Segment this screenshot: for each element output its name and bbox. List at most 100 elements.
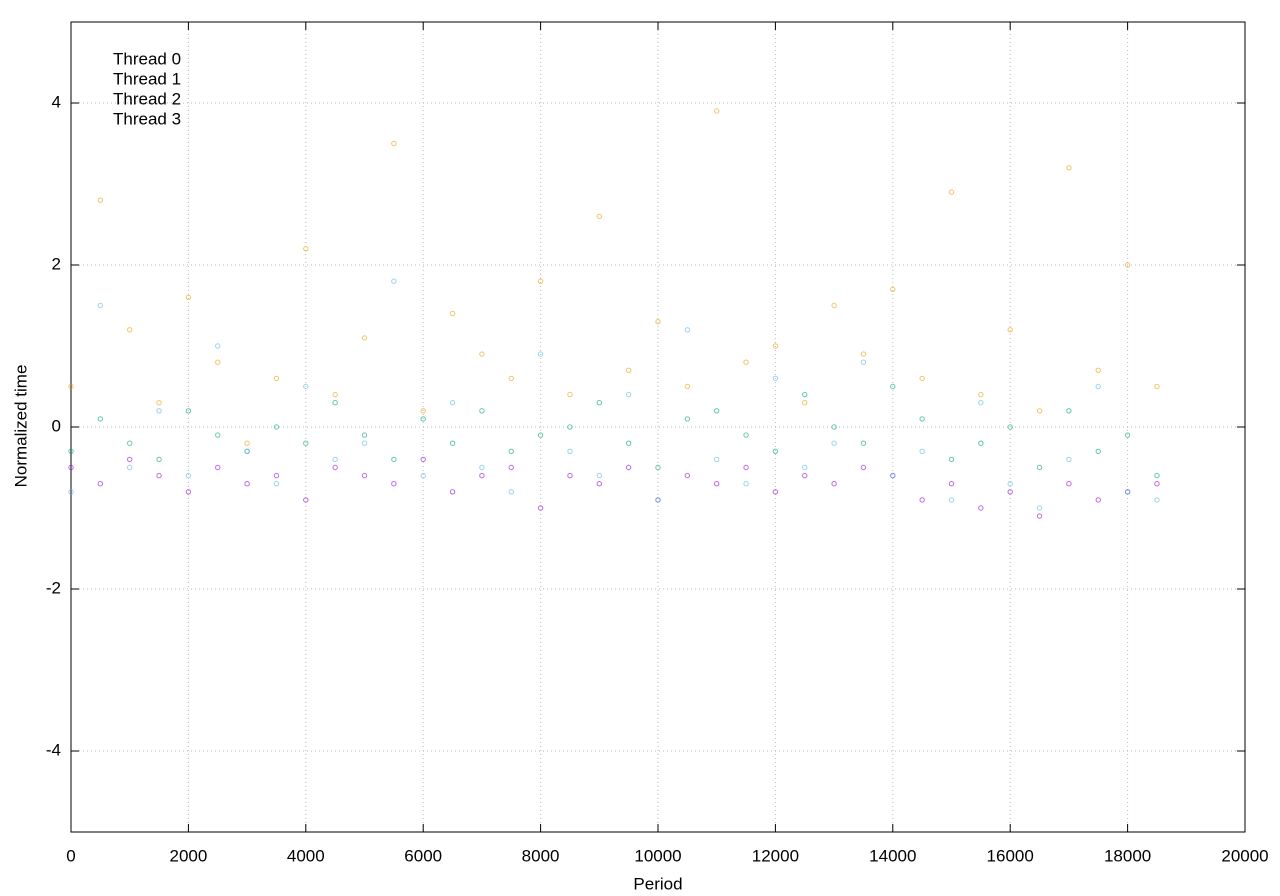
point [772,343,779,349]
point [978,400,984,406]
point [215,343,221,349]
point [978,391,984,398]
point [420,472,426,479]
point [919,375,925,382]
point [68,383,74,390]
point [625,367,632,373]
point [743,359,749,365]
point [948,189,955,195]
point [831,481,837,487]
point [714,408,720,414]
point [890,286,896,292]
point [625,391,632,398]
legend-label: Thread 2 [113,89,181,108]
legend-label: Thread 0 [113,49,181,68]
y-tick-label: 0 [52,416,61,435]
point [860,440,867,446]
point [860,359,867,365]
point [391,278,397,284]
point [1154,472,1160,479]
point [215,359,221,365]
point [1036,505,1043,511]
y-tick-label: 4 [52,92,61,111]
point [449,310,456,317]
y-axis-label: Normalized time [11,365,30,488]
y-tick-label: 2 [52,254,61,273]
point [978,505,984,511]
point [479,351,485,357]
point [68,489,74,495]
point [567,424,573,430]
point [1007,481,1013,487]
point [332,391,338,398]
x-tick-label: 14000 [869,846,916,865]
x-tick-label: 8000 [522,846,560,865]
point [1154,383,1160,390]
point [537,505,544,511]
point [948,481,955,487]
point [772,375,779,382]
point [567,448,573,454]
point [860,351,867,357]
point [919,448,925,454]
point [978,440,984,446]
point [625,440,632,446]
point [714,108,720,114]
point [1154,497,1160,503]
point [919,497,925,503]
point [1095,448,1101,454]
point [420,456,426,463]
x-tick-label: 12000 [752,846,799,865]
plot-border [70,21,1246,833]
point [537,351,544,357]
point [185,294,192,301]
point [156,472,162,479]
point [567,472,573,479]
point [420,408,426,414]
point [127,456,133,463]
point [919,416,925,422]
point [97,302,104,309]
point [714,456,720,463]
point [1066,408,1072,414]
point [655,497,661,503]
point [1124,262,1131,268]
point [890,472,896,479]
point [361,472,368,479]
point [273,472,280,479]
point [361,432,368,438]
point [273,375,280,382]
point [596,472,602,479]
point [449,489,456,495]
legend-label: Thread 1 [113,69,181,88]
point [1066,165,1072,171]
point [508,375,514,382]
point [215,432,221,438]
point [684,383,691,390]
x-tick-label: 16000 [987,846,1034,865]
point [684,416,691,422]
point [97,197,104,203]
point [567,391,573,398]
point [449,400,456,406]
point [244,440,250,446]
point [127,327,133,333]
point [479,464,485,471]
point [508,489,514,495]
point [537,432,544,438]
point [596,481,602,487]
x-tick-label: 0 [66,846,75,865]
point [97,481,104,487]
point [831,302,837,309]
point [743,432,749,438]
point [273,424,280,430]
point [303,246,309,252]
point [537,278,544,284]
point [948,456,955,463]
point [655,319,661,325]
point [1036,513,1043,519]
point [743,481,749,487]
x-tick-label: 20000 [1221,846,1268,865]
